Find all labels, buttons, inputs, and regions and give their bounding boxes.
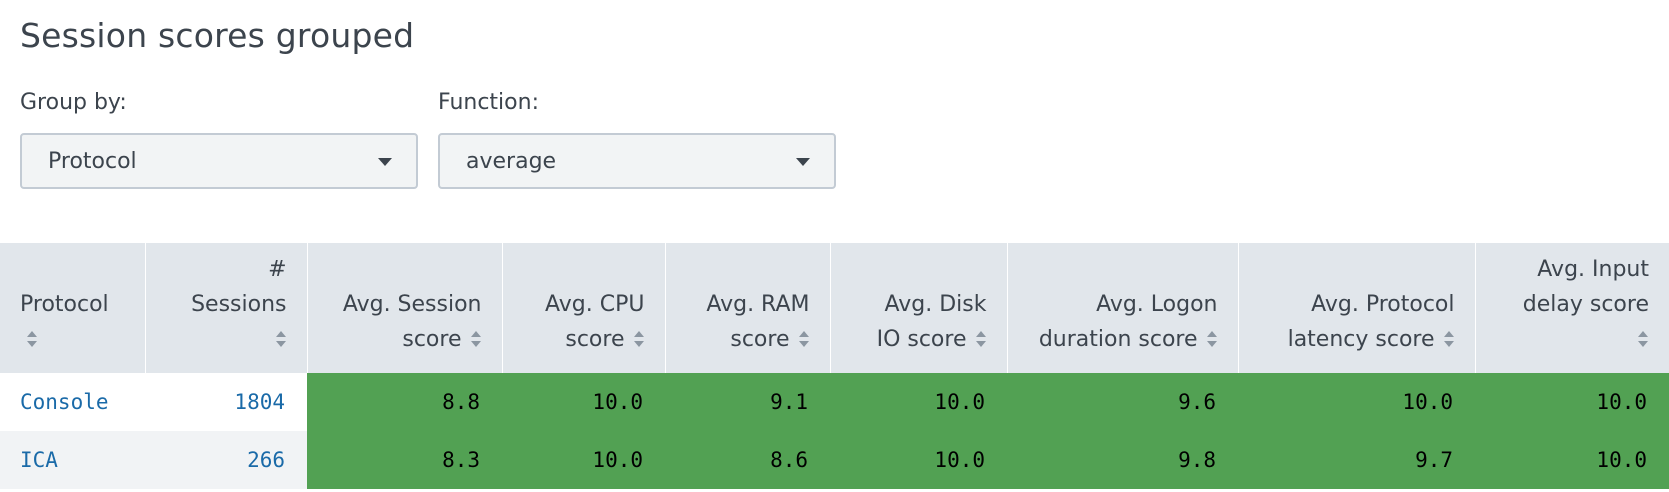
ram-score-cell: 9.1 (665, 373, 830, 431)
table-row: ICA 266 8.3 10.0 8.6 10.0 9.8 9.7 10.0 (0, 431, 1669, 489)
ram-score-cell: 8.6 (665, 431, 830, 489)
session-score-cell: 8.8 (307, 373, 502, 431)
column-header-cpu-score[interactable]: Avg. CPU score (502, 243, 666, 373)
sort-icon[interactable] (1206, 330, 1218, 348)
sort-icon[interactable] (975, 330, 987, 348)
column-header-ram-score[interactable]: Avg. RAM score (665, 243, 831, 373)
disk-io-score-cell: 10.0 (830, 373, 1007, 431)
function-dropdown[interactable]: average (438, 133, 836, 189)
cpu-score-cell: 10.0 (502, 431, 665, 489)
chevron-down-icon (796, 158, 810, 166)
column-header-label-line1: Avg. Session (342, 292, 482, 317)
chevron-down-icon (378, 158, 392, 166)
column-header-label-line1: Avg. Input (1537, 257, 1649, 282)
session-score-cell: 8.3 (307, 431, 502, 489)
column-header-sessions[interactable]: # Sessions (145, 243, 308, 373)
function-label: Function: (438, 90, 539, 115)
group-by-label: Group by: (20, 90, 127, 115)
column-header-label-line2: IO score (876, 327, 967, 352)
session-scores-table: Protocol # Sessions Avg. Session score Avg. C… (0, 243, 1669, 489)
protocol-cell[interactable]: ICA (0, 431, 145, 489)
disk-io-score-cell: 10.0 (830, 431, 1007, 489)
table-body: Console 1804 8.8 10.0 9.1 10.0 9.6 10.0 10.0 ICA 2… (0, 373, 1669, 489)
sort-icon[interactable] (470, 330, 482, 348)
column-header-label-line2: score (565, 327, 625, 352)
input-delay-score-cell: 10.0 (1475, 431, 1669, 489)
cpu-score-cell: 10.0 (502, 373, 665, 431)
table-header-row: Protocol # Sessions Avg. Session score Avg. C… (0, 243, 1669, 373)
column-header-label-line1: Avg. Logon (1096, 292, 1218, 317)
table-row: Console 1804 8.8 10.0 9.1 10.0 9.6 10.0 10.0 (0, 373, 1669, 431)
logon-duration-score-cell: 9.6 (1007, 373, 1238, 431)
protocol-latency-score-cell: 10.0 (1238, 373, 1475, 431)
column-header-label-line1: Avg. Disk (884, 292, 987, 317)
column-header-label-line2: Sessions (191, 292, 287, 317)
protocol-latency-score-cell: 9.7 (1238, 431, 1475, 489)
column-header-protocol-latency-score[interactable]: Avg. Protocol latency score (1238, 243, 1476, 373)
sort-icon[interactable] (275, 330, 287, 348)
column-header-label-line2: delay score (1522, 292, 1649, 317)
column-header-label-line1: Avg. Protocol (1311, 292, 1455, 317)
group-by-dropdown[interactable]: Protocol (20, 133, 418, 189)
column-header-label-line2: score (402, 327, 462, 352)
column-header-protocol[interactable]: Protocol (0, 243, 146, 373)
column-header-label-line2: score (730, 327, 790, 352)
column-header-label-line2: latency score (1287, 327, 1435, 352)
group-by-value: Protocol (48, 149, 137, 174)
column-header-input-delay-score[interactable]: Avg. Input delay score (1475, 243, 1669, 373)
sort-icon[interactable] (633, 330, 645, 348)
sort-icon[interactable] (1637, 330, 1649, 348)
sort-icon[interactable] (798, 330, 810, 348)
sessions-count-cell[interactable]: 266 (145, 431, 307, 489)
column-header-disk-io-score[interactable]: Avg. Disk IO score (830, 243, 1008, 373)
logon-duration-score-cell: 9.8 (1007, 431, 1238, 489)
column-header-logon-duration-score[interactable]: Avg. Logon duration score (1007, 243, 1239, 373)
sort-icon[interactable] (1443, 330, 1455, 348)
column-header-label-line1: Avg. RAM (706, 292, 810, 317)
function-value: average (466, 149, 557, 174)
column-header-label-line1: Avg. CPU (545, 292, 645, 317)
sessions-count-cell[interactable]: 1804 (145, 373, 307, 431)
sort-icon[interactable] (26, 330, 38, 348)
column-header-session-score[interactable]: Avg. Session score (307, 243, 503, 373)
protocol-cell[interactable]: Console (0, 373, 145, 431)
page-title: Session scores grouped (20, 16, 415, 55)
column-header-label: Protocol (20, 292, 109, 317)
column-header-label-line2: duration score (1038, 327, 1198, 352)
input-delay-score-cell: 10.0 (1475, 373, 1669, 431)
column-header-label-line1: # (268, 257, 287, 282)
